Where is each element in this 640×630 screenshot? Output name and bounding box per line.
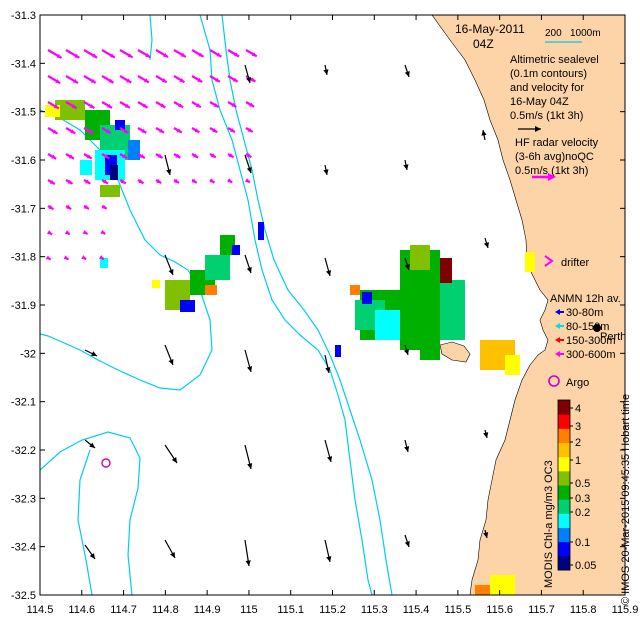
colorbar-tick-label: 0.1 — [575, 537, 590, 549]
scale-1000-label: 1000m — [570, 28, 601, 39]
anmn-title: ANMN 12h av. — [550, 293, 621, 305]
x-tick-label: 115.2 — [319, 604, 346, 616]
map-date: 16-May-2011 — [455, 22, 525, 36]
y-tick-label: -32.3 — [11, 493, 36, 505]
hf-scale-arrow — [532, 173, 556, 181]
bathymetry-contours — [40, 15, 393, 595]
hf-radar-legend: HF radar velocity (3-6h avg)noQC 0.5m/s … — [515, 137, 599, 177]
drifter-legend: drifter — [544, 255, 589, 269]
svg-text:150-300m: 150-300m — [566, 335, 616, 347]
hf-radar-vectors — [45, 49, 258, 261]
x-tick-label: 114.7 — [110, 604, 137, 616]
x-tick-label: 115.3 — [361, 604, 388, 616]
svg-text:(3-6h avg)noQC: (3-6h avg)noQC — [515, 151, 594, 163]
altimetric-legend: Altimetric sealevel (0.1m contours) and … — [510, 54, 599, 122]
x-tick-label: 114.9 — [194, 604, 221, 616]
colorbar-tick-label: 4 — [575, 403, 581, 415]
chl-patch-east — [335, 245, 465, 360]
x-tick-label: 115.5 — [444, 604, 471, 616]
colorbar-label: MODIS Chl-a mg/m3 OC3 — [543, 460, 555, 588]
perth-marker — [593, 324, 601, 332]
svg-text:16-May 04Z: 16-May 04Z — [510, 96, 569, 108]
svg-text:0.5m/s (1kt 3h): 0.5m/s (1kt 3h) — [515, 165, 588, 177]
colorbar-tick-label: 1 — [575, 455, 581, 467]
colorbar-tick-label: 0.3 — [575, 493, 590, 505]
scale-200-label: 200 — [545, 28, 562, 39]
anmn-legend-item: 150-300m — [555, 335, 616, 347]
chl-patch-drift — [258, 222, 264, 240]
y-tick-label: -32.4 — [11, 542, 36, 554]
y-tick-label: -31.5 — [11, 107, 36, 119]
colorbar-tick-label: 0.05 — [575, 560, 596, 572]
y-axis: -31.3 -31.4 -31.5 -31.6 -31.7 -31.8 -31.9 -32 -3… — [11, 10, 625, 602]
y-tick-label: -32.1 — [11, 397, 36, 409]
svg-text:30-80m: 30-80m — [566, 307, 603, 319]
chl-patch-central — [100, 235, 240, 312]
x-tick-label: 115.7 — [528, 604, 555, 616]
x-tick-label: 115.1 — [277, 604, 304, 616]
coastline-land — [431, 15, 625, 595]
y-tick-label: -32.5 — [11, 590, 36, 602]
chl-patch-coastal — [475, 252, 535, 595]
perth-label: Perth — [600, 331, 626, 343]
altimetric-vectors — [84, 64, 489, 567]
anmn-legend-item: 300-600m — [555, 349, 616, 361]
colorbar-tick-label: 2 — [575, 437, 581, 449]
x-tick-label: 115.4 — [403, 604, 430, 616]
x-axis: 114.5 114.6 114.7 114.8 114.9 115 115.1 115.2 11… — [27, 15, 639, 616]
svg-text:(0.1m contours): (0.1m contours) — [510, 68, 587, 80]
y-tick-label: -31.8 — [11, 252, 36, 264]
svg-text:0.5m/s (1kt 3h): 0.5m/s (1kt 3h) — [510, 110, 583, 122]
svg-text:300-600m: 300-600m — [566, 349, 616, 361]
credit-text: © IMOS 20-Mar-2015 09:45:35 Hobart time — [620, 394, 632, 605]
colorbar: 4 3 2 1 0.5 0.3 0.2 0.1 0.05 — [557, 399, 596, 572]
argo-label: Argo — [566, 377, 589, 389]
y-tick-label: -31.3 — [11, 10, 36, 22]
island — [439, 341, 471, 363]
y-tick-label: -31.6 — [11, 155, 36, 167]
x-tick-label: 115 — [240, 604, 258, 616]
y-tick-label: -31.4 — [11, 58, 36, 70]
x-tick-label: 114.6 — [68, 604, 95, 616]
chlorophyll-patches — [45, 100, 535, 595]
map-time: 04Z — [473, 37, 494, 51]
altimetric-scale-arrow — [518, 126, 541, 132]
y-tick-label: -32 — [20, 348, 36, 360]
colorbar-tick-label: 3 — [575, 421, 581, 433]
x-tick-label: 115.6 — [486, 604, 513, 616]
x-tick-label: 114.5 — [27, 604, 54, 616]
svg-text:and velocity for: and velocity for — [510, 82, 584, 94]
svg-text:HF radar velocity: HF radar velocity — [515, 137, 599, 149]
argo-float-marker — [101, 458, 111, 468]
x-tick-label: 115.9 — [612, 604, 639, 616]
x-tick-label: 115.8 — [570, 604, 597, 616]
svg-text:drifter: drifter — [561, 257, 589, 269]
y-tick-label: -32.2 — [11, 445, 36, 457]
colorbar-tick-label: 0.2 — [575, 507, 590, 519]
y-tick-label: -31.7 — [11, 203, 36, 215]
svg-text:Altimetric sealevel: Altimetric sealevel — [510, 54, 599, 66]
argo-legend-marker — [548, 375, 560, 387]
y-tick-label: -31.9 — [11, 300, 36, 312]
anmn-legend-item: 30-80m — [555, 307, 603, 319]
x-tick-label: 114.8 — [152, 604, 179, 616]
colorbar-tick-label: 0.5 — [575, 478, 590, 490]
